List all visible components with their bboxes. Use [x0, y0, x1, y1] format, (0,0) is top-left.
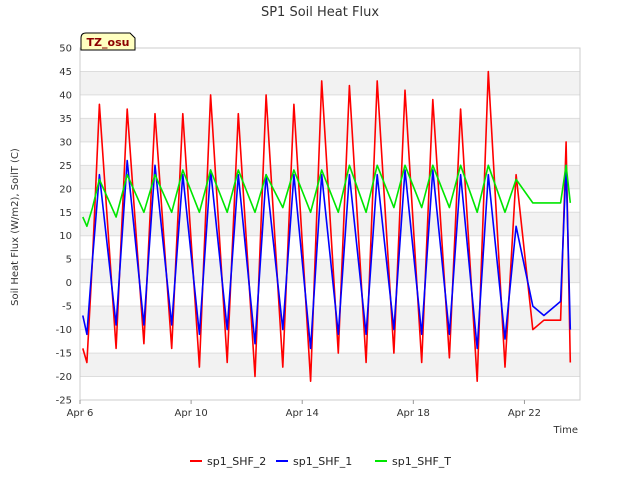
legend-label: sp1_SHF_2 [207, 455, 266, 468]
y-tick-label: -10 [56, 325, 72, 336]
chart-title: SP1 Soil Heat Flux [261, 5, 379, 20]
y-tick-label: 0 [66, 278, 72, 289]
x-axis-label: Time [553, 425, 578, 436]
x-tick-labels: Apr 6 Apr 10 Apr 14 Apr 18 Apr 22 [67, 400, 541, 419]
x-tick-label: Apr 14 [286, 408, 319, 419]
grid-band [80, 118, 580, 142]
y-tick-label: 35 [59, 114, 72, 125]
x-tick-label: Apr 22 [508, 408, 541, 419]
station-badge: TZ_osu [80, 32, 136, 51]
x-tick-label: Apr 10 [175, 408, 208, 419]
y-tick-label: -15 [56, 349, 72, 360]
series-lines [82, 70, 572, 383]
badge-box [80, 32, 136, 51]
y-tick-label: -5 [62, 302, 72, 313]
y-tick-label: 30 [59, 137, 72, 148]
y-axis-label: Soil Heat Flux (W/m2), SoilT (C) [10, 148, 21, 306]
legend-item: sp1_SHF_1 [276, 455, 352, 468]
y-tick-label: 45 [59, 67, 72, 78]
grid-band [80, 165, 580, 189]
y-tick-label: 5 [66, 255, 72, 266]
x-tick-label: Apr 18 [397, 408, 430, 419]
legend: sp1_SHF_2 sp1_SHF_1 sp1_SHF_T [190, 455, 451, 468]
y-tick-label: 20 [59, 184, 72, 195]
grid-band [80, 259, 580, 283]
y-tick-labels: -25 -20 -15 -10 -5 0 5 10 15 20 25 30 35 40 45 50 [56, 44, 72, 407]
y-tick-label: 15 [59, 208, 72, 219]
x-tick-label: Apr 6 [67, 408, 94, 419]
grid-band [80, 353, 580, 377]
y-tick-label: 50 [59, 44, 72, 55]
legend-label: sp1_SHF_1 [293, 455, 352, 468]
y-tick-label: 40 [59, 90, 72, 101]
legend-item: sp1_SHF_2 [190, 455, 266, 468]
y-tick-label: 10 [59, 231, 72, 242]
legend-item: sp1_SHF_T [375, 455, 451, 468]
y-tick-label: -20 [56, 372, 72, 383]
grid-band [80, 306, 580, 330]
y-tick-label: -25 [56, 396, 72, 407]
y-tick-label: 25 [59, 161, 72, 172]
legend-label: sp1_SHF_T [392, 455, 451, 468]
grid-band [80, 71, 580, 95]
series-line-sp1_SHF_1 [82, 159, 572, 350]
series-line-sp1_SHF_T [82, 164, 572, 228]
plot-frame [79, 47, 581, 401]
badge-label: TZ_osu [87, 36, 130, 49]
